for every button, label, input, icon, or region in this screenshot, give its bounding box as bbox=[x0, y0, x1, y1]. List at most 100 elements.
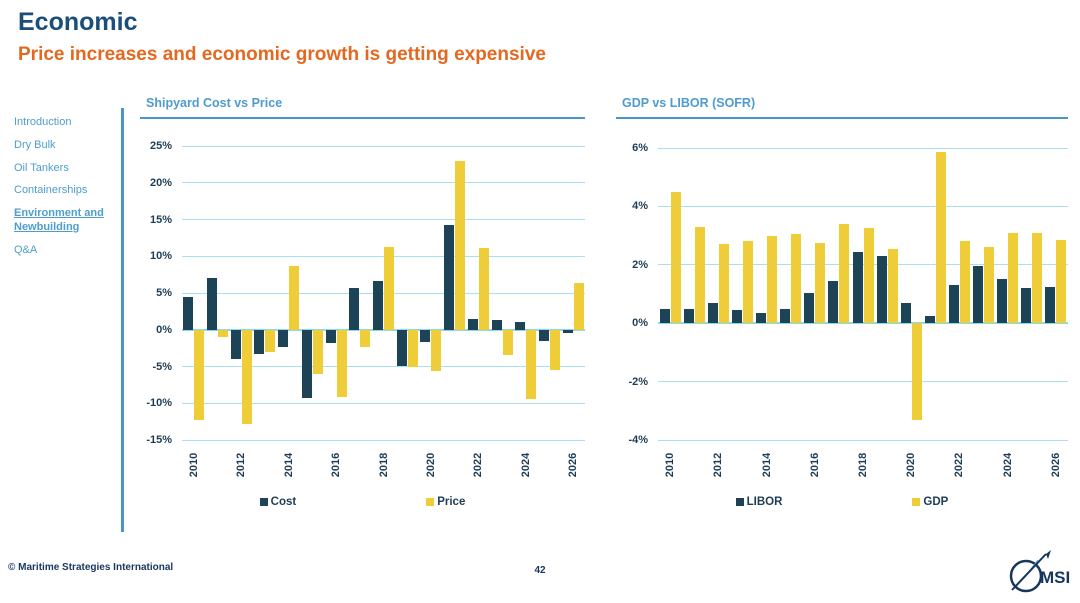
gdp-bar-2022 bbox=[959, 241, 970, 324]
x-axis-tick-label: 2016 bbox=[330, 452, 343, 478]
gdp-bar-2011 bbox=[694, 226, 705, 324]
sidebar-item-environment-and-newbuilding[interactable]: Environment and Newbuilding bbox=[14, 207, 104, 233]
gridline bbox=[182, 219, 585, 220]
price-bar-2018 bbox=[384, 247, 394, 330]
gdp-bar-2013 bbox=[742, 241, 753, 324]
sidebar-item-qa[interactable]: Q&A bbox=[14, 243, 38, 256]
libor-bar-2014 bbox=[756, 312, 767, 324]
cost-bar-2012 bbox=[230, 329, 241, 360]
cost-bar-2019 bbox=[396, 329, 407, 366]
y-axis-tick-label: -15% bbox=[146, 434, 172, 446]
price-bar-2024 bbox=[526, 329, 537, 399]
cost-bar-2024 bbox=[515, 321, 526, 330]
gdp-bar-2015 bbox=[791, 234, 802, 324]
libor-bar-2018 bbox=[852, 251, 863, 324]
sidebar-item-containerships[interactable]: Containerships bbox=[14, 184, 88, 197]
libor-bar-2021 bbox=[924, 315, 935, 324]
libor-bar-2022 bbox=[948, 285, 959, 324]
x-axis-tick-label: 2026 bbox=[1049, 452, 1062, 478]
price-bar-2025 bbox=[549, 329, 560, 371]
legend-item-libor: LIBOR bbox=[735, 496, 783, 508]
chart-title: Shipyard Cost vs Price bbox=[146, 96, 283, 110]
sidebar-nav: Introduction Dry Bulk Oil Tankers Contai… bbox=[14, 116, 116, 257]
cost-bar-2025 bbox=[538, 329, 549, 341]
chart-title-rule: Shipyard Cost vs Price bbox=[140, 94, 585, 119]
sidebar-item-oil-tankers[interactable]: Oil Tankers bbox=[14, 161, 69, 174]
y-axis-tick-label: 2% bbox=[632, 258, 648, 271]
gdp-bar-2025 bbox=[1032, 232, 1043, 324]
gridline bbox=[182, 182, 585, 184]
vertical-accent-divider bbox=[121, 108, 124, 532]
msi-logo-icon: MSI bbox=[1009, 550, 1070, 593]
chart-gdp-vs-libor: GDP vs LIBOR (SOFR) 6% 4% 2% 0% -2% -4% 2010 2… bbox=[616, 94, 1068, 508]
gdp-bar-2018 bbox=[863, 228, 874, 324]
y-axis-tick-label: 5% bbox=[156, 287, 172, 299]
gridline bbox=[658, 264, 1068, 266]
libor-bar-2016 bbox=[804, 292, 815, 324]
y-axis: 6% 4% 2% 0% -2% -4% bbox=[616, 142, 658, 446]
plot-area: 2010 2012 2014 2016 2018 2020 2022 2024 2026 bbox=[658, 147, 1068, 477]
x-axis-tick-label: 2024 bbox=[519, 452, 532, 478]
libor-bar-2023 bbox=[973, 266, 984, 324]
libor-bar-2024 bbox=[997, 279, 1008, 324]
libor-bar-2013 bbox=[731, 310, 742, 324]
zero-axis-line bbox=[182, 328, 585, 331]
logo-text: MSI bbox=[1040, 568, 1070, 587]
gdp-bar-2020 bbox=[911, 323, 922, 420]
price-bar-2019 bbox=[407, 329, 418, 367]
legend-label: LIBOR bbox=[746, 496, 783, 508]
libor-bar-2020 bbox=[900, 302, 911, 324]
price-bar-2015 bbox=[312, 329, 323, 374]
price-bar-2026 bbox=[573, 282, 584, 330]
cost-bar-2010 bbox=[183, 296, 194, 330]
page-subtitle: Price increases and economic growth is g… bbox=[18, 44, 546, 65]
libor-bar-2015 bbox=[780, 308, 791, 324]
price-bar-2017 bbox=[360, 329, 371, 347]
y-axis-tick-label: 4% bbox=[632, 200, 648, 213]
cost-bar-2011 bbox=[207, 278, 218, 330]
x-axis-tick-label: 2020 bbox=[905, 452, 918, 478]
y-axis-tick-label: 0% bbox=[632, 317, 648, 330]
gdp-bar-2026 bbox=[1056, 239, 1067, 324]
legend-item-gdp: GDP bbox=[912, 496, 948, 508]
x-axis-tick-label: 2020 bbox=[424, 452, 437, 478]
gdp-bar-2019 bbox=[887, 248, 898, 324]
gdp-bar-2023 bbox=[984, 247, 995, 324]
legend-swatch-icon bbox=[912, 498, 921, 506]
y-axis-tick-label: -4% bbox=[628, 434, 648, 446]
legend-item-price: Price bbox=[426, 496, 465, 508]
sidebar-item-dry-bulk[interactable]: Dry Bulk bbox=[14, 138, 56, 151]
gridline bbox=[182, 145, 585, 147]
chart-legend: LIBOR GDP bbox=[616, 496, 1068, 508]
legend-label: Cost bbox=[270, 496, 297, 508]
cost-bar-2026 bbox=[562, 329, 573, 334]
gridline bbox=[182, 292, 585, 294]
price-bar-2013 bbox=[265, 329, 276, 352]
cost-bar-2016 bbox=[325, 329, 336, 343]
libor-bar-2019 bbox=[876, 256, 887, 324]
sidebar-item-introduction[interactable]: Introduction bbox=[14, 116, 72, 128]
y-axis-tick-label: 6% bbox=[632, 142, 648, 154]
legend-swatch-icon bbox=[426, 498, 435, 506]
y-axis-tick-label: 20% bbox=[149, 176, 172, 189]
price-bar-2010 bbox=[194, 329, 205, 421]
chart-shipyard-cost-vs-price: Shipyard Cost vs Price 25% 20% 15% 10% 5% 0% -… bbox=[140, 94, 585, 508]
gdp-bar-2016 bbox=[815, 242, 826, 324]
x-axis-tick-label: 2022 bbox=[472, 452, 485, 478]
gridline bbox=[182, 402, 585, 404]
price-bar-2020 bbox=[431, 329, 442, 371]
y-axis-tick-label: 25% bbox=[149, 140, 172, 152]
legend-swatch-icon bbox=[735, 498, 744, 506]
price-bar-2023 bbox=[502, 329, 513, 355]
x-axis-tick-label: 2012 bbox=[712, 452, 725, 478]
x-axis-tick-label: 2012 bbox=[235, 452, 248, 478]
gridline bbox=[182, 255, 585, 257]
x-axis-tick-label: 2022 bbox=[953, 452, 966, 478]
cost-bar-2017 bbox=[349, 287, 360, 330]
x-axis-tick-label: 2018 bbox=[377, 452, 390, 478]
x-axis-tick-label: 2010 bbox=[187, 452, 200, 478]
price-bar-2016 bbox=[336, 329, 347, 397]
legend-item-cost: Cost bbox=[259, 496, 297, 508]
chart-legend: Cost Price bbox=[140, 496, 585, 508]
